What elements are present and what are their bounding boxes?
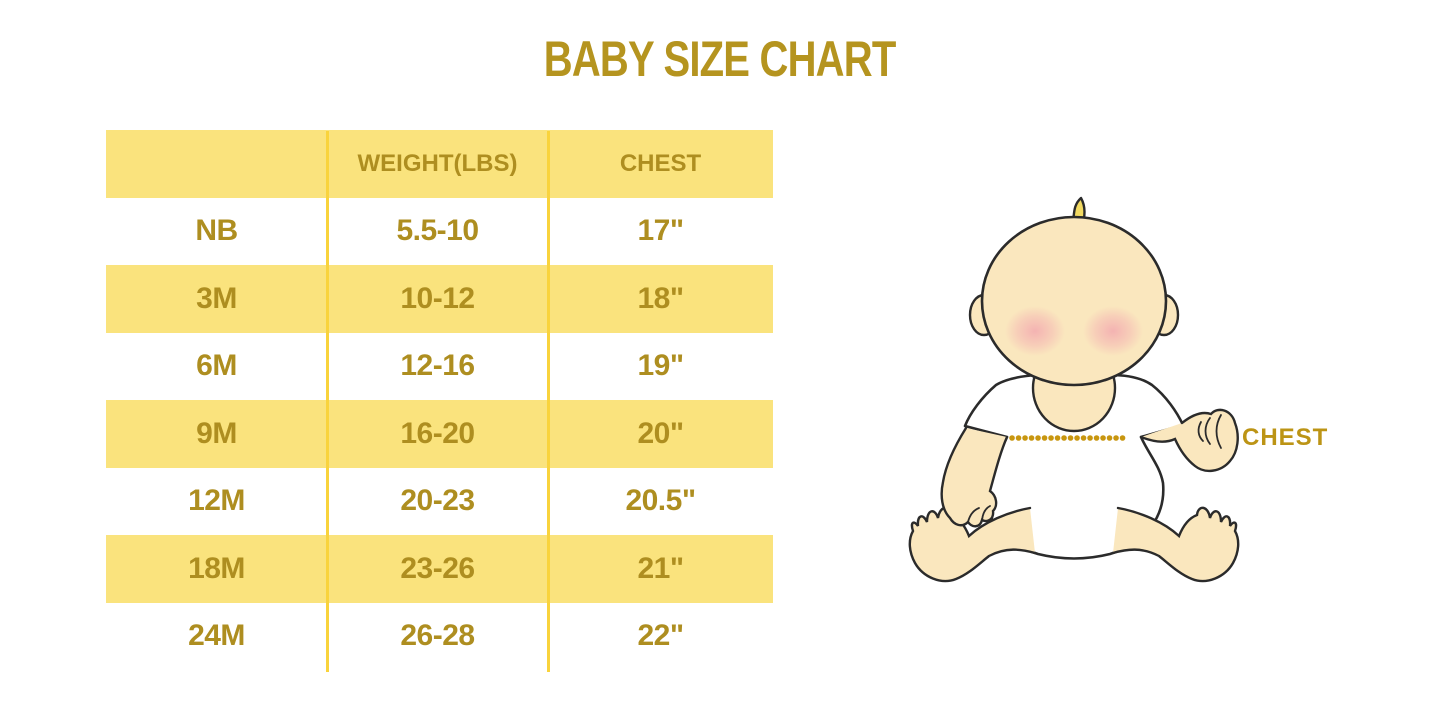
weight-value: 23-26	[400, 551, 475, 585]
baby-right-arm	[1139, 408, 1239, 473]
size-value: 6M	[196, 349, 237, 383]
header-chest: CHEST	[619, 149, 702, 177]
header-weight: WEIGHT(LBS)	[357, 149, 518, 177]
size-table: WEIGHT(LBS) CHEST NB 5.5-10 17" 3M 10-12…	[106, 130, 773, 672]
size-value: 18M	[188, 551, 245, 585]
baby-left-arm	[940, 426, 1009, 528]
baby-illustration	[908, 196, 1240, 583]
chest-measure-label: CHEST	[1242, 424, 1329, 451]
size-value: 24M	[188, 619, 245, 653]
chest-value: 20"	[637, 416, 684, 450]
table-row-nb: NB 5.5-10 17"	[106, 198, 773, 266]
size-value: 9M	[196, 416, 237, 450]
baby-right-leg	[1111, 506, 1240, 583]
chest-value: 19"	[637, 349, 684, 383]
weight-value: 16-20	[400, 416, 475, 450]
chest-value: 20.5"	[625, 484, 696, 518]
weight-value: 12-16	[400, 349, 475, 383]
weight-value: 10-12	[400, 281, 475, 315]
baby-blush-left	[1005, 306, 1065, 356]
page-title: BABY SIZE CHART	[543, 31, 897, 87]
chest-value: 18"	[637, 281, 684, 315]
column-divider-2	[547, 131, 550, 672]
column-divider-1	[326, 131, 329, 672]
chest-value: 21"	[637, 551, 684, 585]
table-row-24m: 24M 26-28 22"	[106, 603, 773, 671]
table-row-6m: 6M 12-16 19"	[106, 333, 773, 401]
weight-value: 5.5-10	[396, 214, 479, 248]
size-value: NB	[195, 214, 238, 248]
weight-value: 26-28	[400, 619, 475, 653]
table-row-3m: 3M 10-12 18"	[106, 265, 773, 333]
size-value: 3M	[196, 281, 237, 315]
chest-value: 22"	[637, 619, 684, 653]
table-row-12m: 12M 20-23 20.5"	[106, 468, 773, 536]
chest-value: 17"	[637, 214, 684, 248]
table-row-9m: 9M 16-20 20"	[106, 400, 773, 468]
table-header-row: WEIGHT(LBS) CHEST	[106, 130, 773, 198]
table-row-18m: 18M 23-26 21"	[106, 535, 773, 603]
size-value: 12M	[188, 484, 245, 518]
baby-head	[980, 215, 1168, 387]
weight-value: 20-23	[400, 484, 475, 518]
baby-blush-right	[1083, 306, 1143, 356]
